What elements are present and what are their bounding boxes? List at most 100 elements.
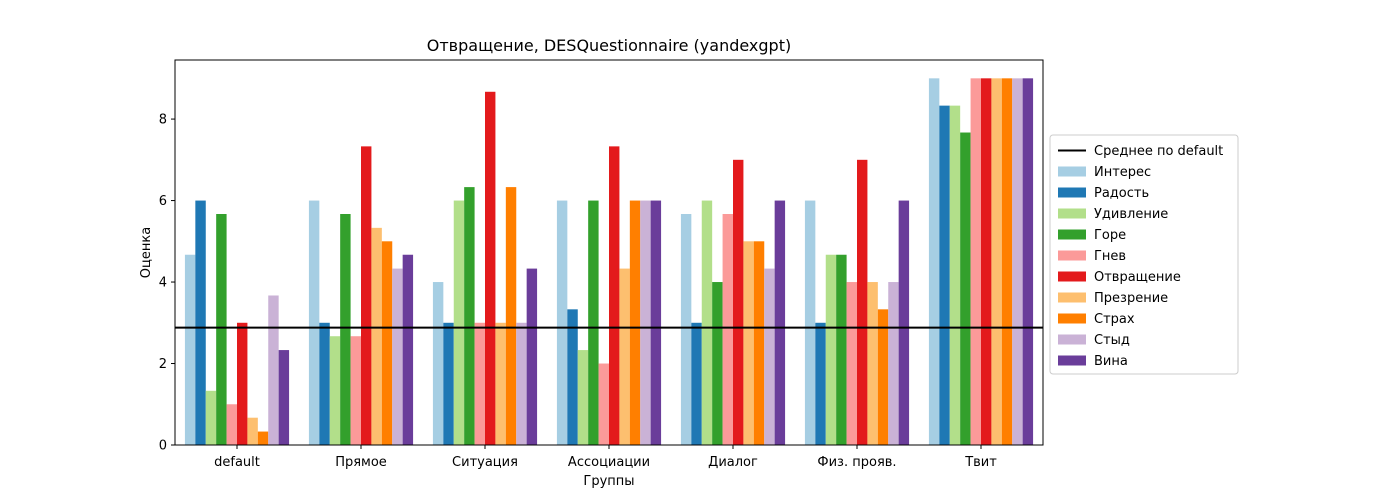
bar-0-4 [680,214,692,445]
bar-1-4 [691,322,702,445]
legend-swatch-5 [1058,271,1086,282]
bar-6-5 [867,282,878,445]
legend-swatch-0 [1058,166,1086,177]
bar-2-2 [453,200,465,445]
bar-3-4 [712,282,723,445]
bar-6-4 [743,241,754,445]
bars-layer [184,78,1034,446]
bar-5-4 [733,159,744,445]
legend-box [1049,134,1239,375]
bar-1-6 [939,105,950,445]
bar-8-0 [268,295,279,445]
bar-9-3 [650,200,662,445]
bar-3-5 [836,254,847,445]
bar-1-3 [567,309,578,445]
x-tick-label: Диалог [708,455,758,470]
bar-5-0 [237,322,248,445]
bar-4-3 [598,363,609,445]
legend-label-8: Стыд [1094,333,1130,348]
bar-6-6 [991,78,1002,445]
bar-0-3 [556,200,568,445]
bar-1-0 [195,200,206,445]
y-tick-label: 2 [159,357,167,372]
legend-swatch-9 [1058,355,1086,366]
legend-swatch-2 [1058,208,1086,219]
bar-4-6 [970,78,981,445]
legend-swatch-8 [1058,334,1086,345]
bar-5-5 [857,159,868,445]
bar-2-4 [701,200,713,445]
legend-label-5: Отвращение [1094,270,1181,285]
bar-1-5 [815,322,826,445]
bar-0-1 [308,200,320,445]
bar-0-2 [432,282,444,445]
bar-9-6 [1022,78,1034,445]
bar-8-1 [392,268,403,445]
bar-3-6 [960,132,971,445]
bar-5-1 [361,146,372,445]
bar-2-6 [949,105,961,445]
legend-label-1: Радость [1094,186,1149,201]
bar-5-6 [981,78,992,445]
bar-4-0 [226,404,237,445]
bar-6-0 [247,417,258,445]
bar-7-6 [1001,78,1013,445]
bar-4-1 [350,336,361,445]
bar-5-2 [485,91,496,445]
y-axis: 0 2 4 6 8 [159,113,175,454]
bar-3-3 [588,200,599,445]
bar-8-4 [764,268,775,445]
x-tick-label: Прямое [335,455,387,470]
legend-swatch-7 [1058,313,1086,324]
bar-0-0 [184,254,196,445]
x-tick-label: default [214,455,260,470]
legend-swatch-4 [1058,250,1086,261]
legend: Среднее по default Интерес Радость Удивлени… [1049,134,1239,375]
bar-2-5 [825,254,837,445]
bar-2-3 [577,350,589,445]
bar-4-5 [846,282,857,445]
bar-7-4 [753,241,765,445]
y-tick-label: 6 [159,194,167,209]
bar-6-3 [619,268,630,445]
x-tick-label: Физ. прояв. [817,455,896,470]
legend-label-3: Горе [1094,228,1126,243]
bar-5-3 [609,146,620,445]
bar-4-4 [722,214,733,445]
bar-6-2 [495,322,506,445]
bar-8-3 [640,200,651,445]
bar-8-2 [516,322,527,445]
bar-8-5 [888,282,899,445]
legend-label-reference: Среднее по default [1094,144,1223,159]
chart-title: Отвращение, DESQuestionnaire (yandexgpt) [427,36,791,55]
bar-6-1 [371,227,382,445]
bar-2-1 [329,336,341,445]
x-tick-label: Ситуация [452,455,518,470]
bar-7-0 [257,431,269,445]
x-axis: default Прямое Ситуация Ассоциации Диалог Физ… [214,445,997,470]
x-tick-label: Ассоциации [568,455,650,470]
y-tick-label: 8 [159,113,167,128]
x-tick-label: Твит [964,455,997,470]
legend-label-2: Удивление [1094,207,1168,222]
legend-swatch-3 [1058,229,1086,240]
bar-7-5 [877,309,889,445]
bar-8-6 [1012,78,1023,445]
bar-1-2 [443,322,454,445]
bar-7-3 [629,200,641,445]
legend-label-9: Вина [1094,354,1128,369]
bar-9-0 [278,350,290,445]
bar-2-0 [205,390,217,445]
y-tick-label: 4 [159,276,167,291]
bar-3-0 [216,214,227,445]
x-axis-label: Группы [583,474,634,489]
legend-label-7: Страх [1094,312,1135,327]
bar-1-1 [319,322,330,445]
bar-9-2 [526,268,538,445]
bar-3-1 [340,214,351,445]
bar-0-5 [804,200,816,445]
legend-swatch-1 [1058,187,1086,198]
bar-3-2 [464,187,475,446]
bar-4-2 [474,322,485,445]
